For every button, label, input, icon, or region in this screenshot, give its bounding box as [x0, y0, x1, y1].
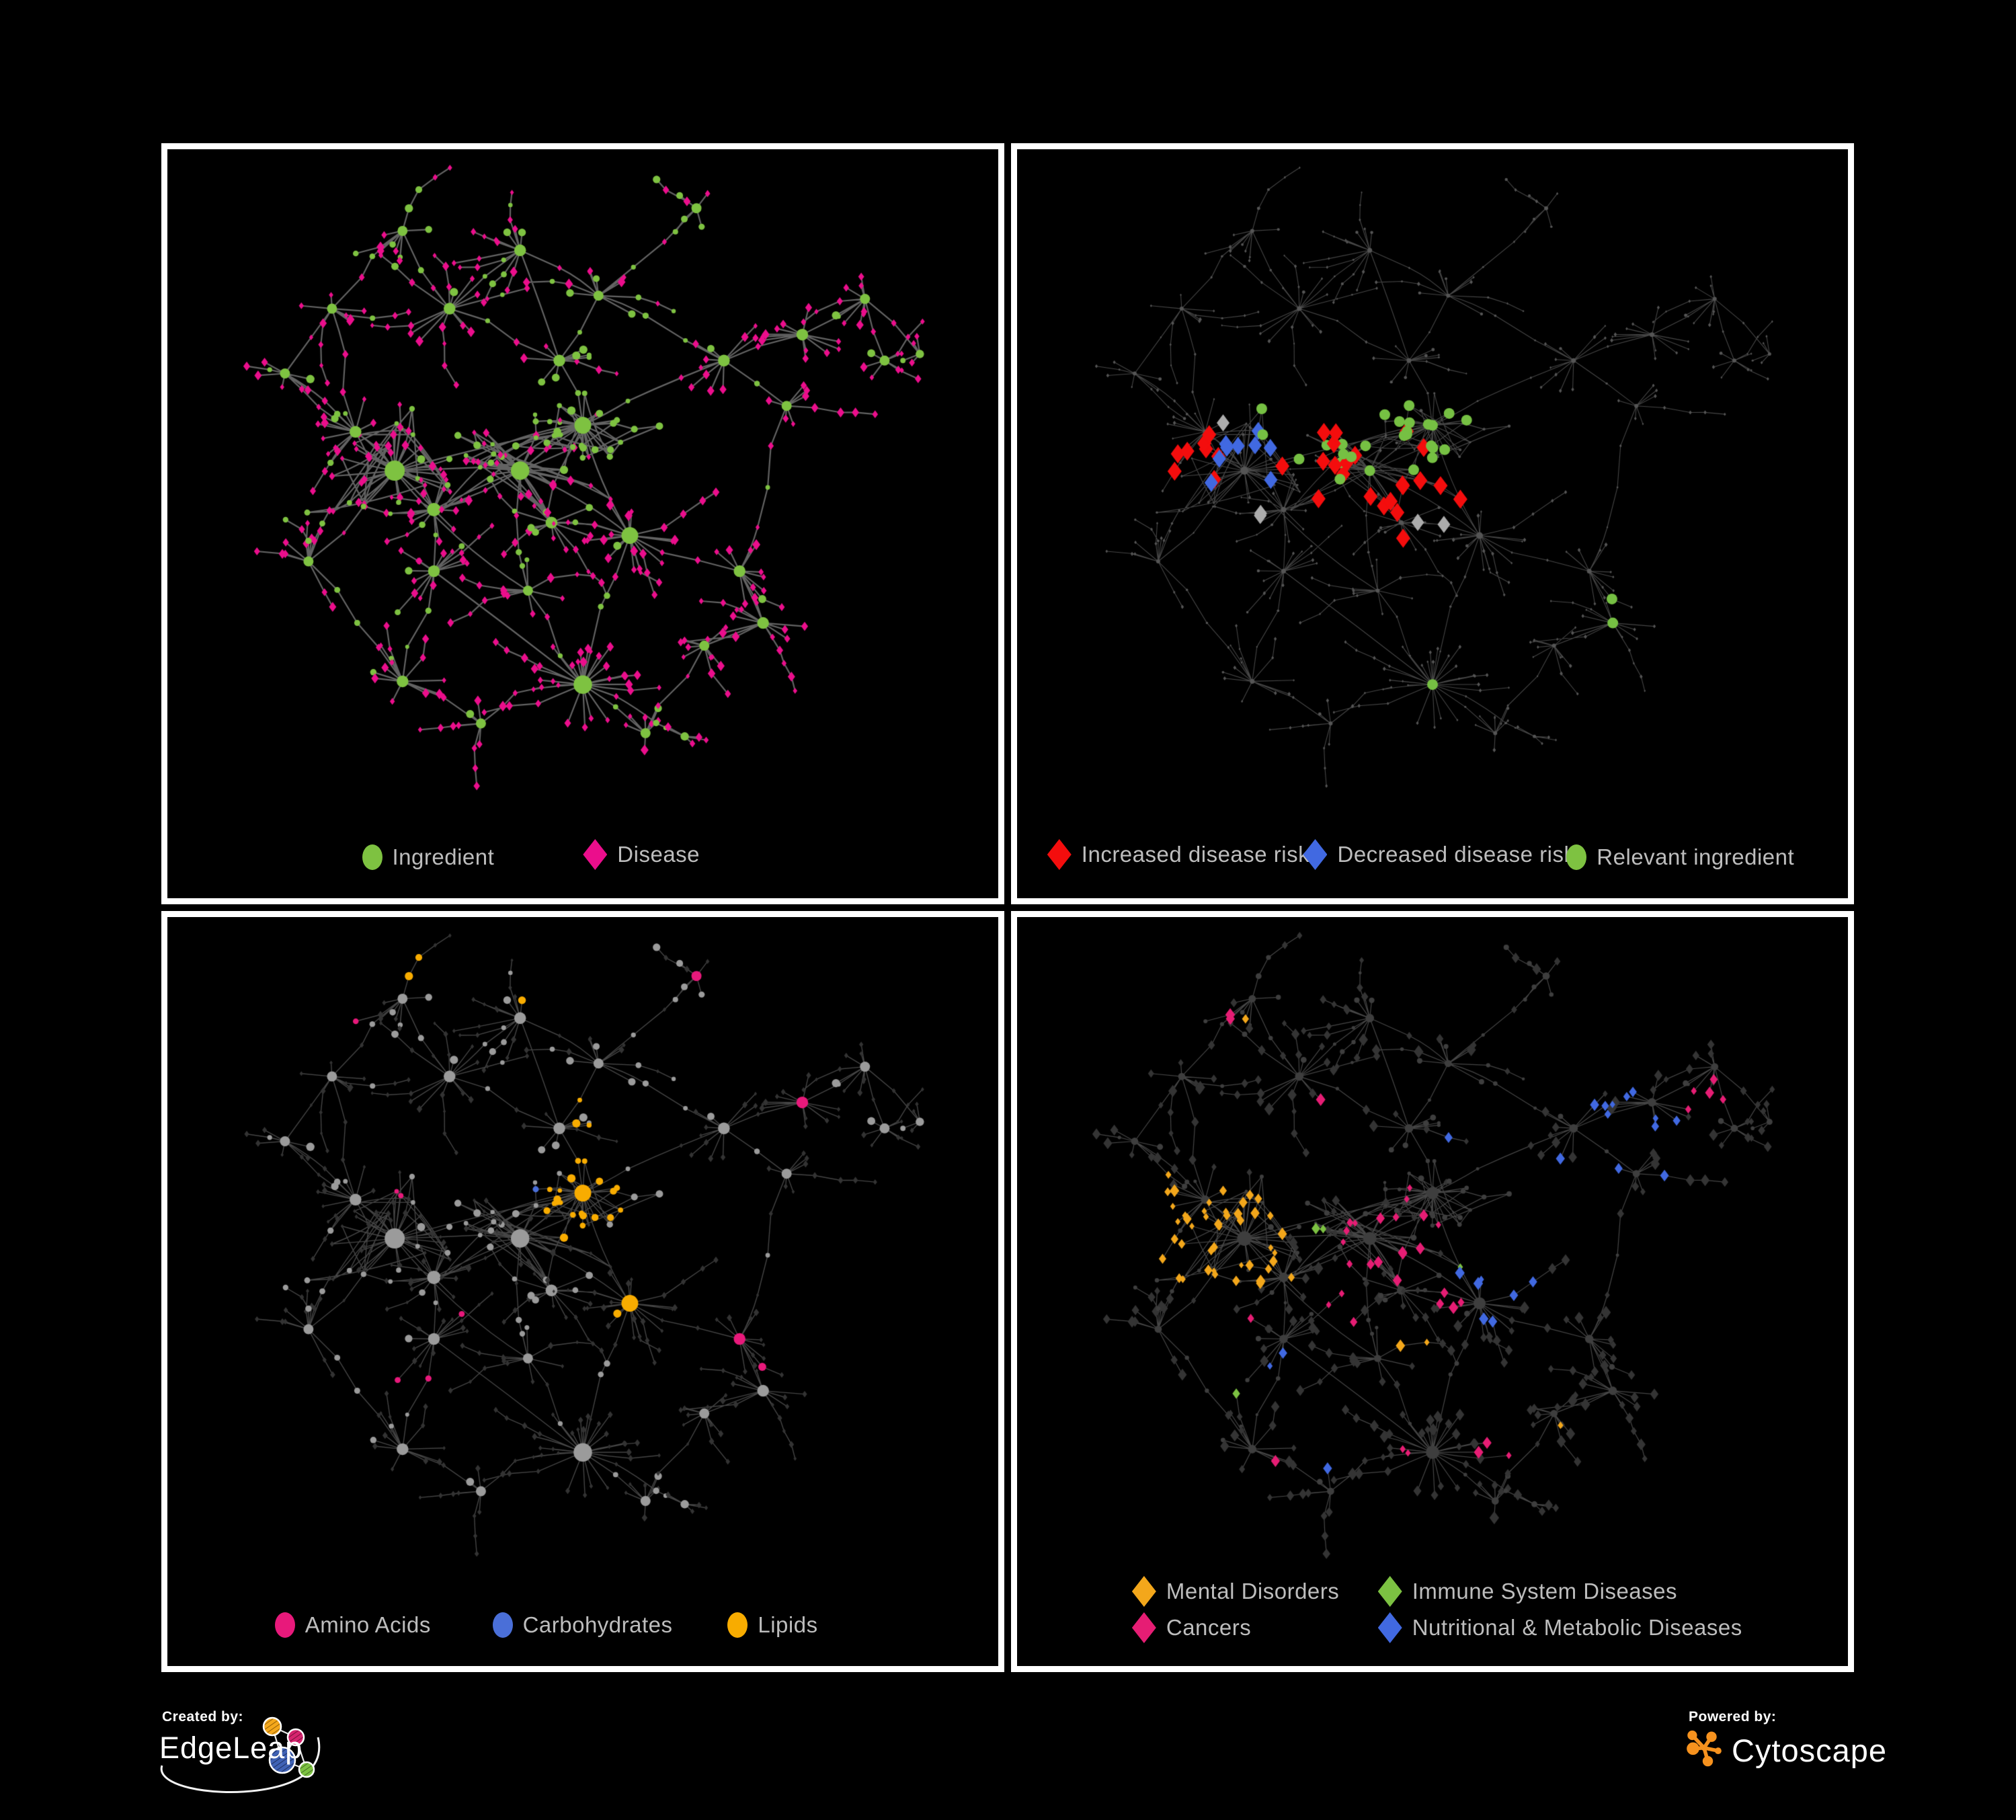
- legend-item: Cancers: [1131, 1612, 1252, 1643]
- legend-label: Disease: [617, 842, 700, 867]
- created-by-label: Created by:: [162, 1709, 244, 1725]
- created-by-block: Created by: EdgeLeap: [157, 1706, 331, 1814]
- panel-grid: Ingredient Disease Increased disease risk…: [161, 143, 1854, 1672]
- legend-label: Cancers: [1166, 1615, 1252, 1640]
- panel-ingredient-disease: Ingredient Disease: [161, 143, 1004, 904]
- legend-marker-diamond-icon: [1377, 1576, 1402, 1607]
- legend-label: Carbohydrates: [522, 1612, 673, 1637]
- legend-label: Ingredient: [392, 844, 495, 869]
- legend-item: Increased disease risk: [1047, 839, 1309, 870]
- legend-item: Decreased disease risk: [1303, 839, 1575, 870]
- legend-marker-diamond-icon: [583, 839, 608, 870]
- legend-marker-diamond-icon: [1131, 1576, 1156, 1607]
- network-canvas-disease-categories: [1017, 917, 1848, 1666]
- edgeleap-logo-text: EdgeLeap: [159, 1731, 303, 1765]
- cytoscape-logo-icon: [1687, 1730, 1722, 1767]
- cytoscape-logo-text: Cytoscape: [1732, 1733, 1888, 1768]
- legend-item: Amino Acids: [274, 1612, 431, 1638]
- legend-label: Nutritional & Metabolic Diseases: [1412, 1615, 1742, 1640]
- legend-marker-circle-icon: [492, 1612, 513, 1638]
- legend-item: Disease: [583, 839, 700, 870]
- network-canvas-disease-risk: [1017, 149, 1848, 898]
- panel-disease-categories: Mental Disorders Immune System Diseases Ca…: [1011, 911, 1854, 1672]
- legend-item: Nutritional & Metabolic Diseases: [1377, 1612, 1742, 1643]
- powered-by-label: Powered by:: [1689, 1709, 1777, 1725]
- legend-label: Mental Disorders: [1166, 1579, 1340, 1604]
- legend-marker-diamond-icon: [1377, 1612, 1402, 1643]
- legend-label: Increased disease risk: [1081, 842, 1310, 867]
- legend-label: Lipids: [758, 1612, 818, 1637]
- network-canvas-ingredient-disease: [167, 149, 998, 898]
- network-canvas-macronutrients: [167, 917, 998, 1666]
- legend-item: Mental Disorders: [1131, 1576, 1340, 1607]
- legend-label: Relevant ingredient: [1597, 844, 1795, 869]
- legend-label: Decreased disease risk: [1337, 842, 1576, 867]
- legend-marker-circle-icon: [727, 1612, 748, 1638]
- edgeleap-logo-icon: [160, 1716, 321, 1793]
- legend-item: Relevant ingredient: [1566, 844, 1794, 870]
- legend-item: Ingredient: [362, 844, 495, 870]
- panel-disease-risk: Increased disease risk Decreased disease …: [1011, 143, 1854, 904]
- legend-item: Carbohydrates: [492, 1612, 673, 1638]
- powered-by-block: Powered by: Cytoscape: [1683, 1706, 2006, 1814]
- legend-marker-diamond-icon: [1047, 839, 1072, 870]
- legend-item: Lipids: [727, 1612, 817, 1638]
- legend-marker-circle-icon: [362, 844, 382, 870]
- legend-label: Amino Acids: [305, 1612, 431, 1637]
- legend-marker-circle-icon: [274, 1612, 295, 1638]
- legend-label: Immune System Diseases: [1412, 1579, 1678, 1604]
- legend-marker-diamond-icon: [1131, 1612, 1156, 1643]
- legend-marker-diamond-icon: [1303, 839, 1328, 870]
- legend-item: Immune System Diseases: [1377, 1576, 1678, 1607]
- legend-marker-circle-icon: [1566, 844, 1587, 870]
- panel-macronutrients: Amino Acids Carbohydrates Lipids: [161, 911, 1004, 1672]
